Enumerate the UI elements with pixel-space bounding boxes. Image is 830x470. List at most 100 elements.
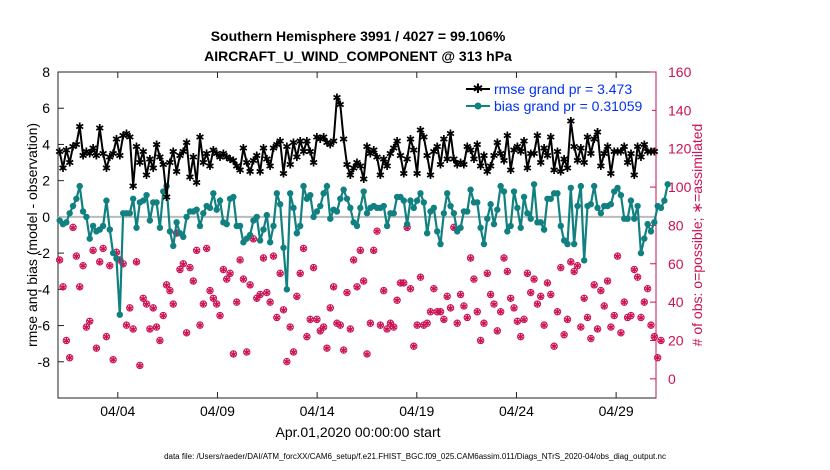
obs-assimilated-point: ✱ — [567, 258, 575, 268]
obs-possible-point — [543, 279, 552, 287]
bias-point — [363, 210, 371, 217]
rmse-point: ✱ — [239, 142, 248, 155]
obs-assimilated-point: ✱ — [210, 295, 218, 305]
obs-assimilated-point: ✱ — [510, 304, 518, 314]
rmse-point: ✱ — [225, 153, 234, 166]
rmse-point: ✱ — [463, 140, 472, 153]
rmse-point: ✱ — [292, 151, 301, 164]
obs-possible-point — [570, 267, 578, 276]
rmse-point: ✱ — [449, 153, 458, 166]
obs-assimilated-point: ✱ — [507, 295, 515, 305]
bias-point — [477, 224, 484, 231]
obs-assimilated-point: ✱ — [480, 320, 488, 330]
obs-possible-point — [516, 332, 525, 341]
obs-possible-point — [506, 294, 515, 302]
rmse-point: ✱ — [459, 158, 468, 171]
rmse-point: ✱ — [436, 158, 445, 171]
obs-assimilated-point: ✱ — [463, 314, 471, 324]
rmse-point: ✱ — [352, 157, 361, 170]
obs-possible-point — [406, 284, 415, 293]
rmse-point: ✱ — [266, 160, 275, 173]
obs-possible-point — [72, 252, 81, 260]
rmse-point: ✱ — [382, 160, 391, 173]
bias-point — [423, 229, 431, 237]
bias-point — [73, 195, 80, 202]
rmse-point: ✱ — [473, 138, 482, 151]
obs-assimilated-point: ✱ — [580, 295, 588, 305]
y-axis-right: 0 20 40 60 80 100 120 140 160 — [650, 64, 692, 398]
obs-possible-point — [303, 332, 311, 341]
bias-point — [607, 201, 615, 208]
bias-point — [510, 188, 518, 195]
bias-point — [637, 249, 645, 257]
obs-assimilated-point: ✱ — [306, 316, 314, 326]
rmse-point: ✱ — [192, 176, 201, 189]
obs-assimilated-point: ✱ — [587, 335, 595, 345]
bias-point — [574, 202, 581, 210]
obs-assimilated-point: ✱ — [473, 308, 481, 318]
bias-point — [504, 228, 511, 235]
rmse-point: ✱ — [626, 148, 635, 161]
obs-assimilated-point: ✱ — [96, 258, 104, 268]
bias-point — [420, 199, 428, 206]
obs-assimilated-point: ✱ — [450, 224, 458, 234]
obs-possible-point — [226, 269, 234, 278]
obs-assimilated-point: ✱ — [574, 262, 582, 272]
obs-assimilated-point: ✱ — [153, 324, 161, 334]
bias-point — [160, 188, 167, 195]
obs-assimilated-point: ✱ — [183, 329, 191, 339]
obs-assimilated-point: ✱ — [213, 301, 221, 311]
bias-point — [570, 240, 578, 248]
obs-possible-point — [490, 300, 498, 308]
obs-possible-point — [456, 290, 465, 299]
obs-assimilated-point: ✱ — [604, 278, 612, 288]
obs-assimilated-point: ✱ — [403, 224, 411, 234]
obs-count-series: ✱✱✱✱✱✱✱✱✱✱✱✱✱✱✱✱✱✱✱✱✱✱✱✱✱✱✱✱✱✱✱✱✱✱✱✱✱✱✱✱… — [56, 223, 665, 372]
obs-assimilated-point: ✱ — [276, 270, 284, 280]
rmse-point: ✱ — [650, 146, 659, 159]
obs-assimilated-point: ✱ — [654, 354, 662, 364]
obs-possible-point — [433, 308, 441, 316]
obs-possible-point — [393, 296, 401, 304]
obs-possible-point — [460, 302, 468, 310]
y-left-tick-label: 0 — [42, 209, 50, 225]
rmse-point: ✱ — [252, 149, 261, 162]
obs-assimilated-point: ✱ — [83, 324, 91, 334]
obs-assimilated-point: ✱ — [76, 283, 84, 293]
obs-possible-point — [383, 325, 391, 333]
obs-assimilated-point: ✱ — [323, 345, 331, 355]
x-axis: 04/04 04/09 04/14 04/19 04/24 04/29 — [100, 72, 634, 419]
bias-point — [173, 219, 180, 226]
obs-possible-point — [423, 319, 431, 327]
rmse-point: ✱ — [479, 149, 488, 162]
bias-point — [577, 182, 585, 190]
obs-possible-point — [486, 290, 495, 299]
obs-assimilated-point: ✱ — [637, 314, 645, 324]
obs-possible-point — [122, 321, 131, 329]
bias-point — [276, 201, 284, 208]
obs-possible-point — [553, 308, 562, 316]
obs-assimilated-point: ✱ — [617, 329, 625, 339]
obs-assimilated-point: ✱ — [56, 256, 64, 266]
rmse-point: ✱ — [379, 153, 388, 166]
rmse-point: ✱ — [362, 140, 371, 153]
obs-assimilated-point: ✱ — [163, 281, 171, 291]
obs-assimilated-point: ✱ — [370, 247, 378, 257]
rmse-point: ✱ — [563, 162, 572, 175]
rmse-point: ✱ — [646, 146, 655, 159]
obs-possible-point — [363, 350, 371, 358]
rmse-point: ✱ — [95, 122, 104, 135]
obs-possible-point — [59, 283, 67, 291]
bias-point — [383, 222, 391, 230]
obs-assimilated-point: ✱ — [524, 270, 532, 280]
obs-possible-point — [603, 277, 612, 285]
bias-point — [627, 197, 635, 204]
obs-assimilated-point: ✱ — [467, 255, 475, 265]
obs-possible-point — [480, 319, 488, 327]
bias-point — [260, 226, 267, 233]
rmse-point: ✱ — [316, 133, 325, 146]
obs-possible-point — [580, 294, 588, 302]
bias-point — [464, 208, 471, 215]
bias-point — [514, 204, 521, 212]
rmse-point: ✱ — [135, 157, 144, 170]
